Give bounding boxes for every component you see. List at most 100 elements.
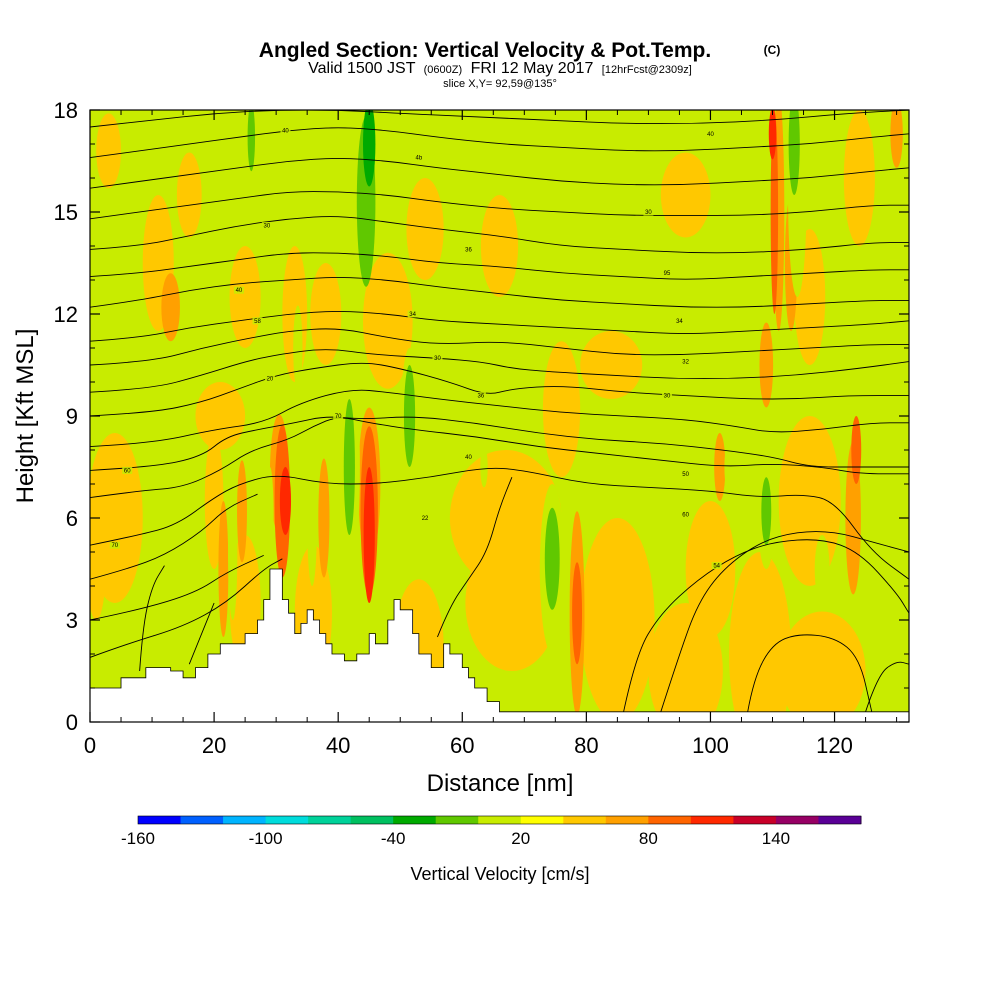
colorbar-tick-1: -100	[249, 829, 283, 848]
contour-label-18: 50	[680, 470, 691, 478]
colorbar-tick-0: -160	[121, 829, 155, 848]
svg-text:40: 40	[707, 132, 714, 138]
velocity-cell-28	[204, 433, 224, 569]
valid-utc: (0600Z)	[424, 64, 463, 76]
svg-text:40: 40	[236, 288, 243, 294]
contour-label-11: 30	[432, 354, 443, 362]
colorbar-swatch-16	[818, 816, 862, 824]
contour-label-14: 36	[475, 392, 486, 400]
svg-text:40: 40	[282, 128, 289, 134]
svg-text:40: 40	[465, 455, 472, 461]
velocity-cell-10	[480, 195, 519, 297]
svg-text:30: 30	[664, 394, 671, 400]
theta-contour-14	[90, 191, 909, 220]
valid-prefix: Valid 1500 JST	[308, 60, 416, 77]
y-tick-label-3: 3	[66, 608, 78, 633]
velocity-cell-17	[465, 535, 559, 671]
velocity-cell-54	[247, 110, 256, 172]
velocity-cell-46	[714, 433, 726, 501]
svg-text:30: 30	[645, 210, 652, 216]
theta-contour-2	[90, 493, 258, 580]
theta-contour-12	[90, 252, 909, 280]
contour-label-13: 20	[264, 375, 275, 383]
y-tick-label-12: 12	[54, 302, 78, 327]
svg-text:70: 70	[335, 414, 342, 420]
velocity-cell-48	[890, 110, 903, 168]
y-tick-label-9: 9	[66, 404, 78, 429]
colorbar-tick-3: 20	[511, 829, 530, 848]
valid-date: FRI 12 May 2017	[471, 60, 594, 77]
slice-info: slice X,Y= 92,59@135°	[443, 78, 557, 90]
velocity-cell-12	[843, 110, 875, 246]
velocity-cell-37	[363, 467, 375, 603]
x-tick-label-80: 80	[574, 733, 598, 758]
theta-contour-3	[90, 467, 909, 580]
colorbar-tick-4: 80	[639, 829, 658, 848]
y-axis-label: Height [Kft MSL]	[12, 329, 39, 504]
colorbar-swatch-11	[605, 816, 649, 824]
contour-label-0: 40	[280, 126, 291, 134]
terrain	[90, 568, 909, 722]
colorbar-swatch-1	[180, 816, 224, 824]
svg-text:54: 54	[713, 564, 720, 570]
velocity-cell-72	[814, 535, 830, 603]
theta-contour-6	[90, 389, 909, 448]
velocity-cell-11	[660, 152, 711, 238]
colorbar-swatch-12	[648, 816, 692, 824]
contour-label-12: 32	[680, 358, 691, 366]
velocity-cell-49	[161, 273, 180, 342]
colorbar-swatch-2	[223, 816, 267, 824]
theta-contour-9	[90, 328, 909, 366]
velocity-cell-2	[176, 152, 202, 238]
svg-text:70: 70	[111, 543, 118, 549]
velocity-cell-34	[318, 458, 330, 578]
theta-contour-5	[90, 416, 909, 471]
colorbar-tick-2: -40	[381, 829, 406, 848]
theta-contour-0	[90, 558, 283, 658]
colorbar-label: Vertical Velocity [cm/s]	[410, 864, 589, 884]
velocity-cell-67	[724, 433, 740, 501]
colorbar-swatch-14	[733, 816, 777, 824]
theta-contour-18	[660, 531, 909, 712]
theta-contour-22	[139, 565, 165, 672]
x-axis-label: Distance [nm]	[427, 770, 574, 797]
contour-labels: 40 4b 40 30 36 30 95 40 58 34 34 30 32 20 36 30 70 40 50 60…	[109, 126, 722, 570]
colorbar-swatch-8	[478, 816, 522, 824]
velocity-cell-58	[403, 365, 416, 467]
velocity-cell-69	[761, 477, 772, 546]
contour-label-6: 95	[662, 269, 673, 277]
contour-label-16: 70	[333, 412, 344, 420]
colorbar-swatch-10	[563, 816, 607, 824]
theta-contour-17	[90, 110, 909, 128]
velocity-cell-43	[759, 322, 774, 408]
y-tick-label-18: 18	[54, 98, 78, 123]
contour-label-2: 40	[705, 130, 716, 138]
theta-contour-7	[90, 362, 909, 417]
colorbar-swatch-0	[138, 816, 182, 824]
velocity-cell-14	[542, 341, 581, 478]
contour-label-21: 60	[680, 511, 691, 519]
svg-text:30: 30	[434, 356, 441, 362]
velocity-cell-71	[788, 110, 800, 195]
x-tick-label-100: 100	[692, 733, 729, 758]
contour-label-15: 30	[662, 392, 673, 400]
svg-text:60: 60	[682, 513, 689, 519]
contour-label-20: 22	[420, 514, 431, 522]
svg-text:32: 32	[682, 360, 689, 366]
contour-label-23: 54	[711, 562, 722, 570]
valid-line: Valid 1500 JST (0600Z) FRI 12 May 2017 […	[308, 60, 692, 77]
x-tick-label-60: 60	[450, 733, 474, 758]
velocity-cell-21	[778, 611, 866, 722]
colorbar-swatch-6	[393, 816, 437, 824]
svg-text:60: 60	[124, 468, 131, 474]
x-tick-label-40: 40	[326, 733, 350, 758]
svg-text:36: 36	[478, 394, 485, 400]
forecast-info: [12hrFcst@2309z]	[602, 64, 692, 76]
velocity-cell-63	[293, 305, 303, 391]
x-tick-label-120: 120	[816, 733, 853, 758]
colorbar-swatch-3	[265, 816, 309, 824]
y-tick-label-0: 0	[66, 710, 78, 735]
svg-text:58: 58	[254, 319, 261, 325]
theta-contour-15	[90, 158, 909, 189]
